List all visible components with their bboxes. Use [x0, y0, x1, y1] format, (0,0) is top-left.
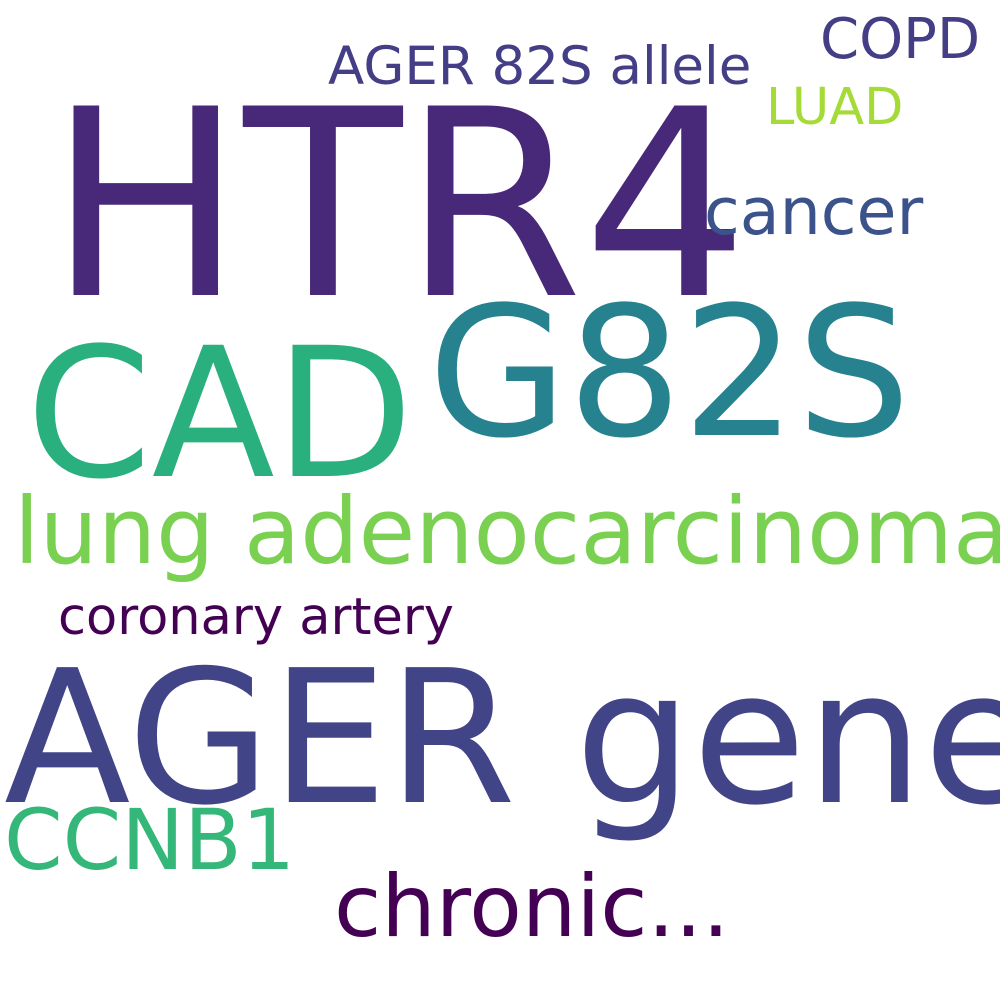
word-ager-82s-allele: AGER 82S allele — [328, 36, 752, 97]
word-copd: COPD — [820, 7, 981, 72]
word-htr4: HTR4 — [48, 55, 749, 357]
word-cancer: cancer — [704, 175, 924, 250]
word-chronic: chronic... — [334, 857, 730, 957]
word-lung-adenocarcinoma: lung adenocarcinoma — [14, 478, 1000, 585]
word-luad: LUAD — [766, 78, 904, 137]
word-ccnb1: CCNB1 — [4, 791, 296, 889]
word-coronary-artery: coronary artery — [58, 588, 454, 647]
word-cad: CAD — [26, 310, 414, 519]
word-g82s: G82S — [428, 269, 911, 478]
word-ager-gene: AGER gene — [4, 630, 1000, 846]
